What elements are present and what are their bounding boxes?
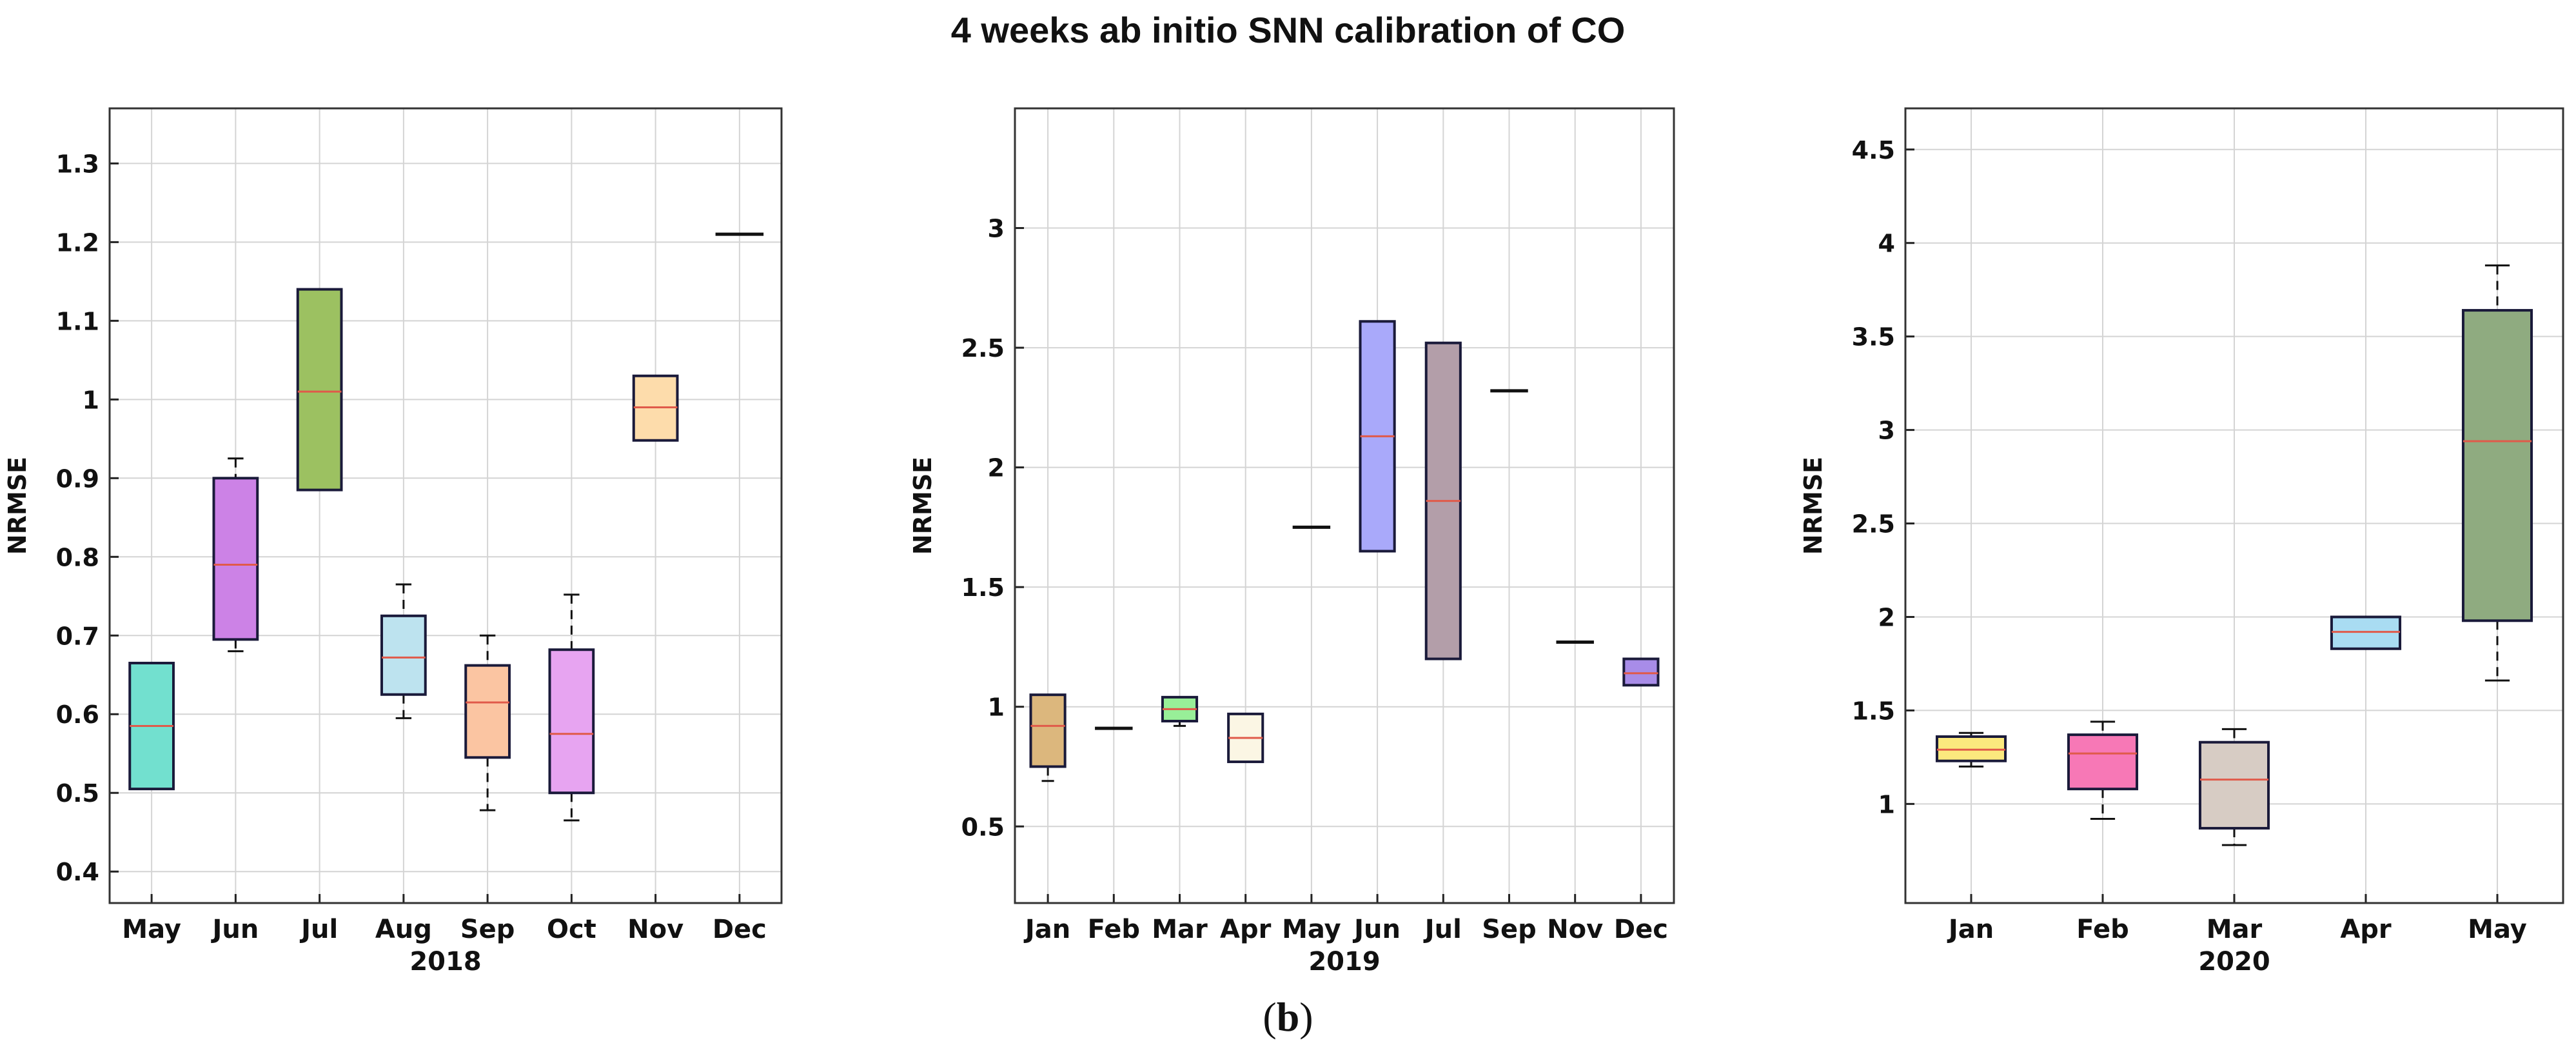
- chart-panel-2020: 1 1.5 2 2.5 3 3.5 4 4.5 Jan Feb Mar Apr May 2020 NRMSE: [1799, 107, 2564, 977]
- y-tick-label: 3: [1878, 417, 1895, 445]
- x-tick-label-sep: Sep: [460, 915, 515, 944]
- y-tick-label: 1: [1878, 790, 1895, 819]
- y-tick-label: 0.5: [56, 779, 99, 808]
- y-tick-label: 1: [988, 693, 1005, 722]
- x-tick-label-aug: Aug: [375, 915, 432, 944]
- x-tick-label-jun: Jun: [1352, 915, 1401, 944]
- box-jun: [1359, 320, 1396, 553]
- x-axis-label: 2020: [2198, 947, 2270, 977]
- y-tick-label: 1: [83, 386, 99, 414]
- box-may: [2461, 264, 2533, 682]
- y-tick-label: 1.5: [961, 573, 1005, 602]
- y-tick-label: 0.5: [961, 813, 1005, 841]
- x-axis-label: 2019: [1308, 947, 1380, 977]
- y-axis-label: NRMSE: [909, 457, 937, 555]
- box-rect: [380, 614, 427, 696]
- box-rect: [2198, 740, 2270, 830]
- y-tick-label: 3.5: [1852, 323, 1895, 352]
- y-axis-label: NRMSE: [3, 457, 32, 555]
- box-may: [128, 661, 175, 791]
- x-tick-label-may: May: [1282, 915, 1341, 944]
- x-tick-label-feb: Feb: [2076, 915, 2129, 944]
- x-tick-label-apr: Apr: [1220, 915, 1272, 944]
- axes-frame: [1014, 107, 1675, 904]
- chart-panel-2018: 0.4 0.5 0.6 0.7 0.8 0.9 1 1.1 1.2 1.3 May Jun Jul Aug…: [3, 107, 783, 977]
- axes-frame: [1904, 107, 2564, 904]
- box-sep: [464, 634, 511, 811]
- box-rect: [1029, 693, 1067, 768]
- y-tick-label: 2: [988, 454, 1005, 482]
- y-tick-label: 4.5: [1852, 136, 1895, 164]
- chart-panel-2019: 0.5 1 1.5 2 2.5 3 Jan Feb Mar Apr May Jun Jul Sep Nov D…: [909, 107, 1675, 977]
- box-apr: [2330, 615, 2402, 650]
- y-tick-label: 0.8: [56, 543, 99, 571]
- x-tick-label-mar: Mar: [1152, 915, 1208, 944]
- x-tick-label-jan: Jan: [1947, 915, 1994, 944]
- x-tick-label-jul: Jul: [1423, 915, 1462, 944]
- box-rect: [548, 648, 595, 795]
- box-aug: [380, 583, 427, 719]
- box-rect: [2067, 733, 2139, 791]
- box-rect: [296, 288, 343, 492]
- x-tick-label-oct: Oct: [547, 915, 596, 944]
- caption-open: (: [1263, 994, 1277, 1040]
- figure-title: 4 weeks ab initio SNN calibration of CO: [950, 10, 1626, 50]
- x-tick-label-nov: Nov: [627, 915, 683, 944]
- box-oct: [548, 593, 595, 822]
- x-tick-label-jul: Jul: [299, 915, 338, 944]
- box-rect: [1622, 657, 1660, 687]
- x-tick-label-feb: Feb: [1088, 915, 1140, 944]
- y-axis-label: NRMSE: [1799, 457, 1827, 555]
- box-jul: [296, 288, 343, 492]
- x-tick-label-dec: Dec: [713, 915, 767, 944]
- x-tick-label-nov: Nov: [1547, 915, 1603, 944]
- box-apr: [1227, 712, 1264, 764]
- x-axis-label: 2018: [409, 947, 481, 977]
- y-tick-label: 0.6: [56, 700, 99, 729]
- figure-caption: (b): [0, 993, 2576, 1041]
- box-mar: [1161, 695, 1199, 727]
- y-tick-label: 2.5: [961, 334, 1005, 363]
- y-tick-label: 0.4: [56, 858, 99, 886]
- box-rect: [2461, 309, 2533, 622]
- x-tick-label-mar: Mar: [2207, 915, 2263, 944]
- y-tick-label: 1.5: [1852, 697, 1895, 725]
- y-tick-label: 1.2: [56, 228, 99, 257]
- x-tick-label-jun: Jun: [210, 915, 259, 944]
- y-tick-label: 2: [1878, 603, 1895, 631]
- y-tick-label: 0.7: [56, 622, 99, 650]
- x-tick-label-jan: Jan: [1023, 915, 1070, 944]
- y-tick-label: 3: [988, 215, 1005, 243]
- box-jan: [1029, 693, 1067, 782]
- box-dec: [1622, 657, 1660, 687]
- x-tick-label-dec: Dec: [1614, 915, 1668, 944]
- box-feb: [2067, 720, 2139, 820]
- x-tick-label-apr: Apr: [2340, 915, 2392, 944]
- box-jan: [1935, 731, 2007, 768]
- y-tick-label: 1.1: [56, 307, 99, 335]
- box-rect: [464, 664, 511, 759]
- x-tick-label-may: May: [2468, 915, 2527, 944]
- box-jun: [212, 457, 259, 653]
- y-tick-label: 2.5: [1852, 510, 1895, 539]
- caption-close: ): [1299, 994, 1313, 1040]
- box-mar: [2198, 728, 2270, 846]
- x-tick-label-may: May: [122, 915, 181, 944]
- box-rect: [212, 477, 259, 641]
- y-tick-label: 1.3: [56, 150, 99, 178]
- x-tick-label-sep: Sep: [1482, 915, 1537, 944]
- box-jul: [1424, 341, 1462, 661]
- y-tick-label: 4: [1878, 230, 1895, 258]
- box-nov: [632, 374, 679, 442]
- axes-frame: [108, 107, 783, 904]
- y-tick-label: 0.9: [56, 464, 99, 493]
- caption-letter: b: [1276, 994, 1300, 1040]
